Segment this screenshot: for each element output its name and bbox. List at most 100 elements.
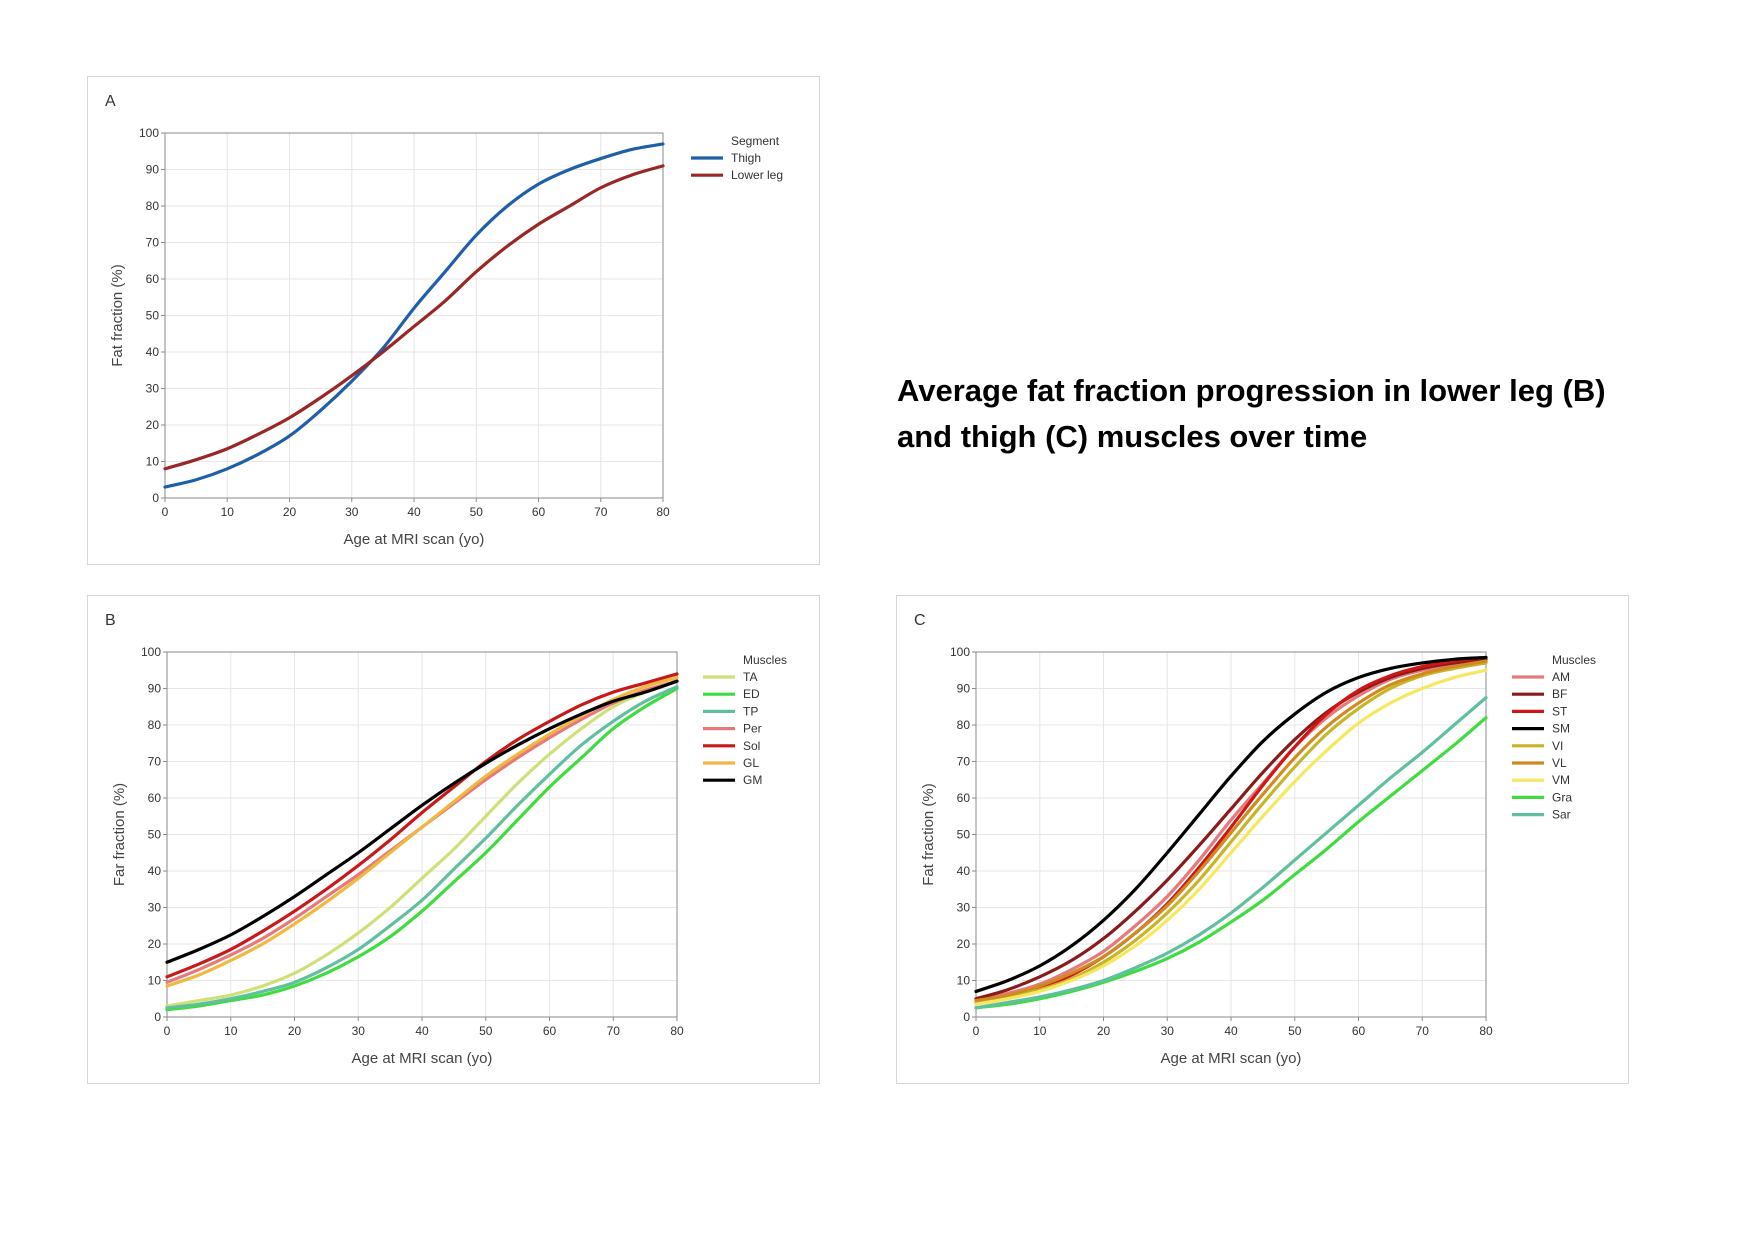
headline-line-2: and thigh (C) muscles over time [897, 419, 1368, 454]
y-axis-label: Fat fraction (%) [920, 783, 937, 886]
series-line-vl [974, 659, 1488, 1003]
legend-label: GM [743, 773, 762, 787]
y-tick-label: 100 [139, 126, 159, 140]
y-tick-label: 70 [957, 755, 971, 769]
y-tick-label: 70 [146, 236, 160, 250]
chart-panel-b: B 0 10 20 30 40 50 60 70 80 0 10 20 30 40 50 60 70 80 90 100… [87, 595, 820, 1084]
panel-label: A [105, 93, 116, 110]
x-tick-label: 20 [1097, 1024, 1111, 1038]
legend-label: Sol [743, 739, 760, 753]
y-tick-label: 20 [146, 418, 160, 432]
legend: Segment Thigh Lower leg [691, 134, 783, 182]
series-line-gra [974, 716, 1488, 1010]
chart-panel-c: C 0 10 20 30 40 50 60 70 80 0 10 20 30 40 50 60 70 80 90 100… [896, 595, 1629, 1084]
legend-label: Sar [1552, 808, 1571, 822]
panel-label: C [914, 612, 926, 629]
y-tick-label: 80 [146, 199, 160, 213]
y-tick-label: 10 [957, 974, 971, 988]
legend-label: TA [743, 670, 757, 684]
y-tick-label: 10 [146, 455, 160, 469]
legend-label: VL [1552, 756, 1567, 770]
series-line-vm [974, 668, 1488, 1006]
legend-label: Thigh [731, 151, 761, 165]
legend-label: Per [743, 722, 762, 736]
series-line-ed [165, 686, 679, 1012]
x-tick-label: 80 [656, 505, 670, 519]
series-line-sol [165, 672, 679, 979]
x-tick-label: 60 [1352, 1024, 1366, 1038]
chart-panel-a: A 0 10 20 30 40 50 60 70 80 0 10 20 30 40 50 60 70 80 90 100… [87, 76, 820, 565]
y-tick-label: 90 [148, 682, 162, 696]
x-tick-label: 80 [1479, 1024, 1493, 1038]
legend-label: TP [743, 704, 758, 718]
y-tick-label: 60 [957, 791, 971, 805]
y-tick-label: 100 [950, 645, 970, 659]
legend-label: VI [1552, 739, 1563, 753]
legend-label: VM [1552, 773, 1570, 787]
x-tick-label: 80 [670, 1024, 684, 1038]
legend-label: Gra [1552, 790, 1572, 804]
x-tick-label: 30 [345, 505, 359, 519]
y-axis-label: Far fraction (%) [111, 783, 128, 886]
y-tick-label: 40 [957, 864, 971, 878]
legend-label: BF [1552, 687, 1567, 701]
x-tick-label: 60 [532, 505, 546, 519]
series-line-sar [974, 696, 1488, 1010]
y-tick-label: 20 [148, 937, 162, 951]
panel-label: B [105, 612, 116, 629]
y-tick-label: 50 [148, 828, 162, 842]
series-line-ta [165, 679, 679, 1008]
series-line-sm [974, 655, 1488, 994]
x-tick-label: 20 [288, 1024, 302, 1038]
legend-title: Muscles [743, 653, 787, 667]
headline-line-1: Average fat fraction progression in lowe… [897, 373, 1606, 408]
legend-label: SM [1552, 722, 1570, 736]
y-tick-label: 60 [146, 272, 160, 286]
x-tick-label: 50 [470, 505, 484, 519]
x-tick-label: 20 [283, 505, 297, 519]
y-tick-label: 0 [963, 1010, 970, 1024]
x-tick-label: 10 [221, 505, 235, 519]
y-tick-label: 30 [146, 382, 160, 396]
legend-label: ST [1552, 704, 1568, 718]
x-tick-label: 0 [164, 1024, 171, 1038]
x-tick-label: 70 [594, 505, 608, 519]
series-line-gm [165, 679, 679, 964]
series-line-st [974, 655, 1488, 1004]
legend-title: Segment [731, 134, 780, 148]
y-tick-label: 0 [152, 491, 159, 505]
figure-headline: Average fat fraction progression in lowe… [897, 368, 1677, 460]
series-line-thigh [163, 142, 665, 489]
x-tick-label: 10 [1033, 1024, 1047, 1038]
series-line-tp [165, 685, 679, 1010]
legend-label: GL [743, 756, 759, 770]
series-line-am [974, 659, 1488, 1001]
x-tick-label: 50 [1288, 1024, 1302, 1038]
legend: Muscles AM BF ST SM VI VL VM Gra Sar [1512, 653, 1596, 822]
y-tick-label: 30 [148, 901, 162, 915]
legend-label: Lower leg [731, 168, 783, 182]
x-tick-label: 40 [407, 505, 421, 519]
x-tick-label: 70 [607, 1024, 621, 1038]
x-tick-label: 0 [162, 505, 169, 519]
legend-title: Muscles [1552, 653, 1596, 667]
y-tick-label: 90 [146, 163, 160, 177]
legend: Muscles TA ED TP Per Sol GL GM [703, 653, 787, 787]
x-tick-label: 50 [479, 1024, 493, 1038]
chart-svg-a: A 0 10 20 30 40 50 60 70 80 0 10 20 30 40 50 60 70 80 90 100… [105, 93, 783, 548]
y-tick-label: 50 [957, 828, 971, 842]
y-tick-label: 60 [148, 791, 162, 805]
x-axis-label: Age at MRI scan (yo) [344, 531, 485, 548]
legend-label: ED [743, 687, 760, 701]
x-tick-label: 40 [1224, 1024, 1238, 1038]
chart-svg-b: B 0 10 20 30 40 50 60 70 80 0 10 20 30 40 50 60 70 80 90 100… [105, 612, 787, 1067]
y-tick-label: 30 [957, 901, 971, 915]
y-tick-label: 0 [154, 1010, 161, 1024]
y-tick-label: 90 [957, 682, 971, 696]
y-axis-label: Fat fraction (%) [109, 264, 126, 367]
x-tick-label: 30 [1161, 1024, 1175, 1038]
x-tick-label: 30 [352, 1024, 366, 1038]
y-tick-label: 10 [148, 974, 162, 988]
y-tick-label: 20 [957, 937, 971, 951]
y-tick-label: 50 [146, 309, 160, 323]
